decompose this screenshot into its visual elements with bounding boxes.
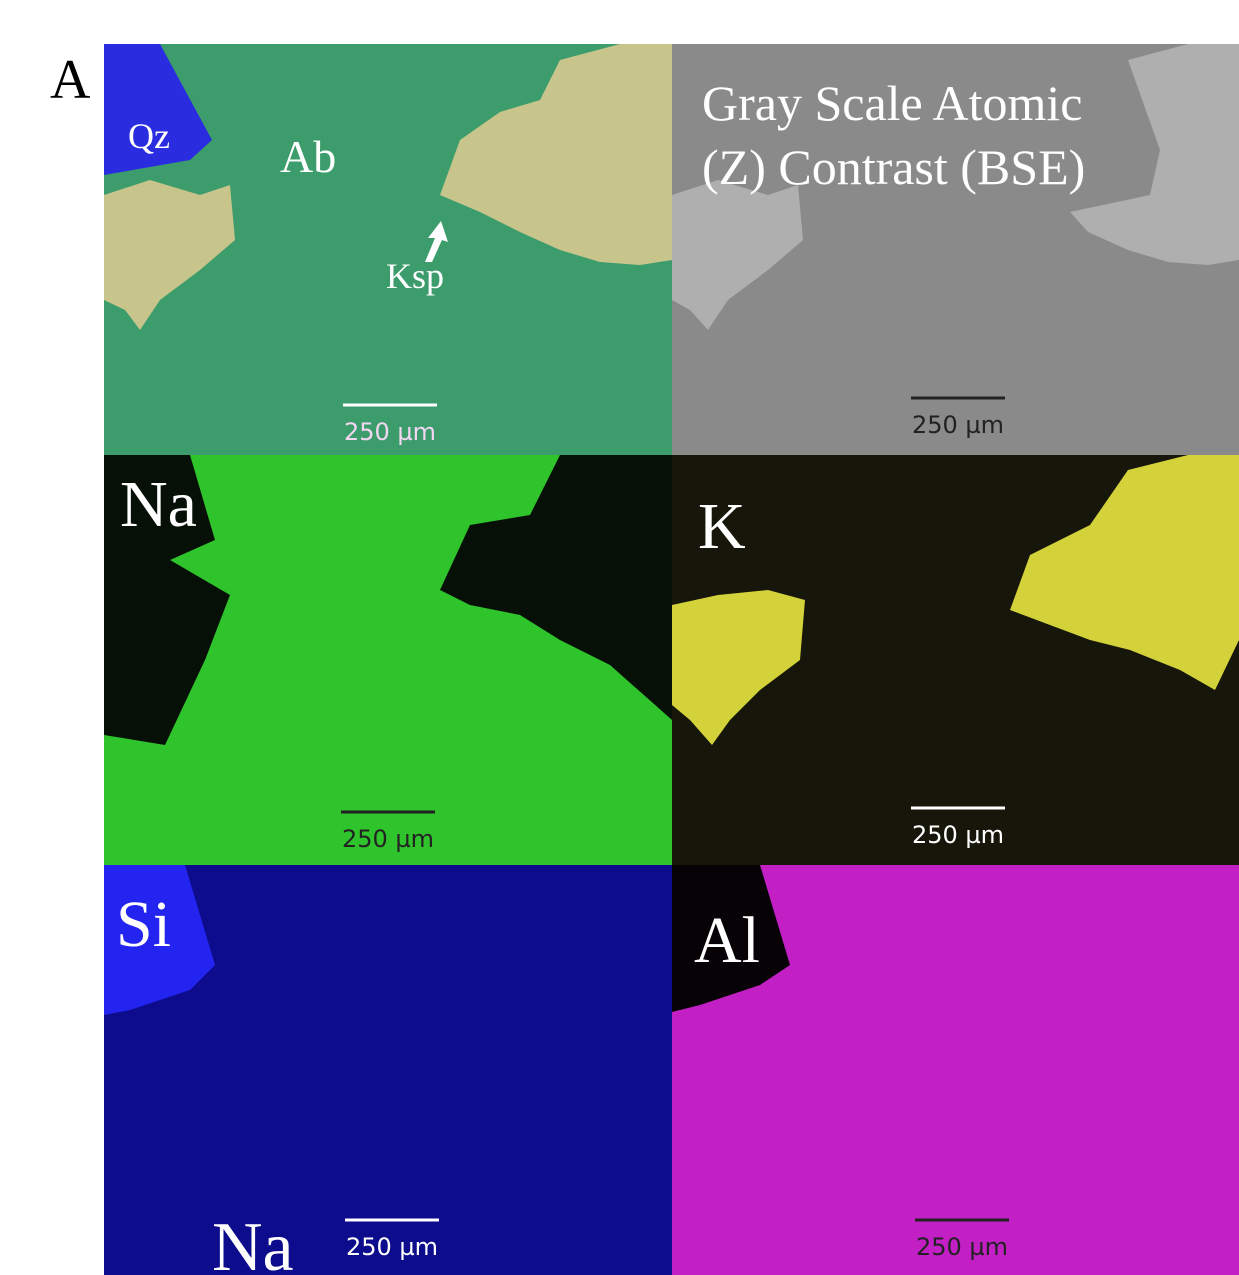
mineral-label: Ksp [386,256,444,296]
scale-bar-label: 250 µm [912,821,1004,849]
scale-bar-label: 250 µm [346,1233,438,1261]
panel-title: Gray Scale Atomic [702,75,1082,131]
mineral-label: Qz [128,116,170,156]
si-map [104,865,672,1275]
scale-bar-label: 250 µm [916,1233,1008,1261]
figure: A Qz Ab Ksp Gray Scale Atomic (Z) Contra… [0,0,1239,1275]
panel-title: (Z) Contrast (BSE) [702,139,1085,195]
mineral-label: Ab [280,131,336,182]
composite-map [104,44,672,455]
page: {"panel_label": "A", "panels": [ {"label… [0,0,1239,1275]
scale-bar-label: 250 µm [342,825,434,853]
panel-label: A [50,49,91,111]
element-label: Al [694,904,760,977]
element-label: K [698,490,746,563]
element-label: Si [116,888,171,961]
element-label: Na [212,1209,294,1275]
scale-bar-label: 250 µm [344,418,436,446]
scale-bar-label: 250 µm [912,411,1004,439]
k-map [672,455,1239,865]
element-label: Na [120,468,197,541]
